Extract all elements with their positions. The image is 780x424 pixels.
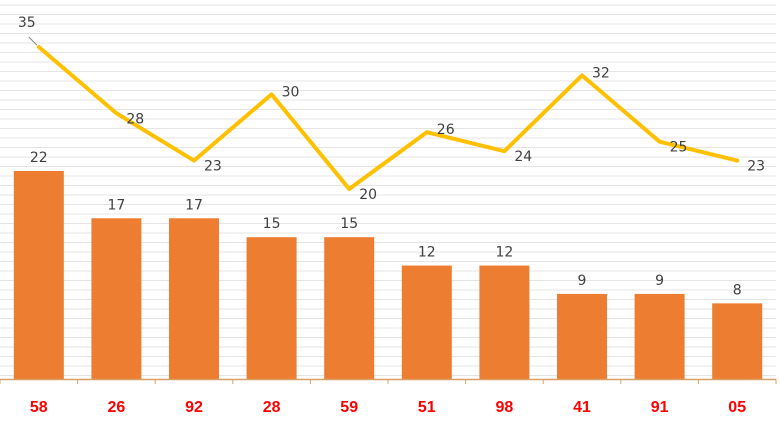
bar-value-label: 15: [340, 216, 358, 232]
x-tick-label: 05: [728, 399, 746, 416]
line-value-label: 25: [670, 140, 688, 156]
bar: [634, 293, 685, 379]
bar-value-label: 15: [263, 216, 281, 232]
bar-value-label: 9: [655, 273, 664, 289]
bar-value-label: 8: [733, 282, 742, 298]
line-value-label: 20: [359, 187, 377, 203]
x-axis-ticks: [0, 379, 777, 384]
leader-line: [28, 36, 38, 46]
bar-value-label: 17: [107, 197, 125, 213]
line-value-label: 32: [592, 65, 610, 81]
x-tick-label: 41: [573, 399, 591, 416]
bar: [169, 218, 219, 379]
bar: [557, 293, 607, 379]
line-value-label: 35: [18, 15, 36, 31]
line-value-label: 26: [437, 122, 455, 138]
bar-value-label: 17: [185, 197, 203, 213]
x-tick-label: 98: [496, 399, 514, 416]
bar: [324, 237, 375, 379]
x-tick-label: 28: [263, 399, 281, 416]
x-tick-label: 59: [340, 399, 358, 416]
line-value-label: 28: [126, 111, 144, 127]
x-tick-label: 91: [651, 399, 669, 416]
bar: [479, 265, 530, 379]
bar-value-label: 12: [418, 245, 436, 261]
line-value-label: 23: [204, 159, 222, 175]
x-tick-label: 92: [185, 399, 203, 416]
bar-value-label: 12: [495, 245, 513, 261]
bar-series: 22 17 17 15 15 12 12 9 9 8: [13, 150, 763, 379]
bar-value-label: 9: [578, 273, 587, 289]
line-value-label: 23: [747, 159, 765, 175]
bar: [712, 303, 763, 379]
line-value-label: 30: [282, 84, 300, 100]
bar: [246, 237, 297, 379]
x-tick-label: 51: [418, 399, 436, 416]
bar: [401, 265, 452, 379]
line-path: [36, 45, 740, 191]
line-series: 35 28 23 30 20 26 24 32 25 23: [18, 15, 765, 203]
x-tick-label: 26: [108, 399, 126, 416]
line-value-label: 24: [514, 149, 532, 165]
bar: [91, 218, 142, 379]
bar: [13, 171, 64, 379]
x-axis-labels: 58 26 92 28 59 51 98 41 91 05: [30, 399, 746, 416]
bar-value-label: 22: [30, 150, 48, 166]
x-tick-label: 58: [30, 399, 48, 416]
